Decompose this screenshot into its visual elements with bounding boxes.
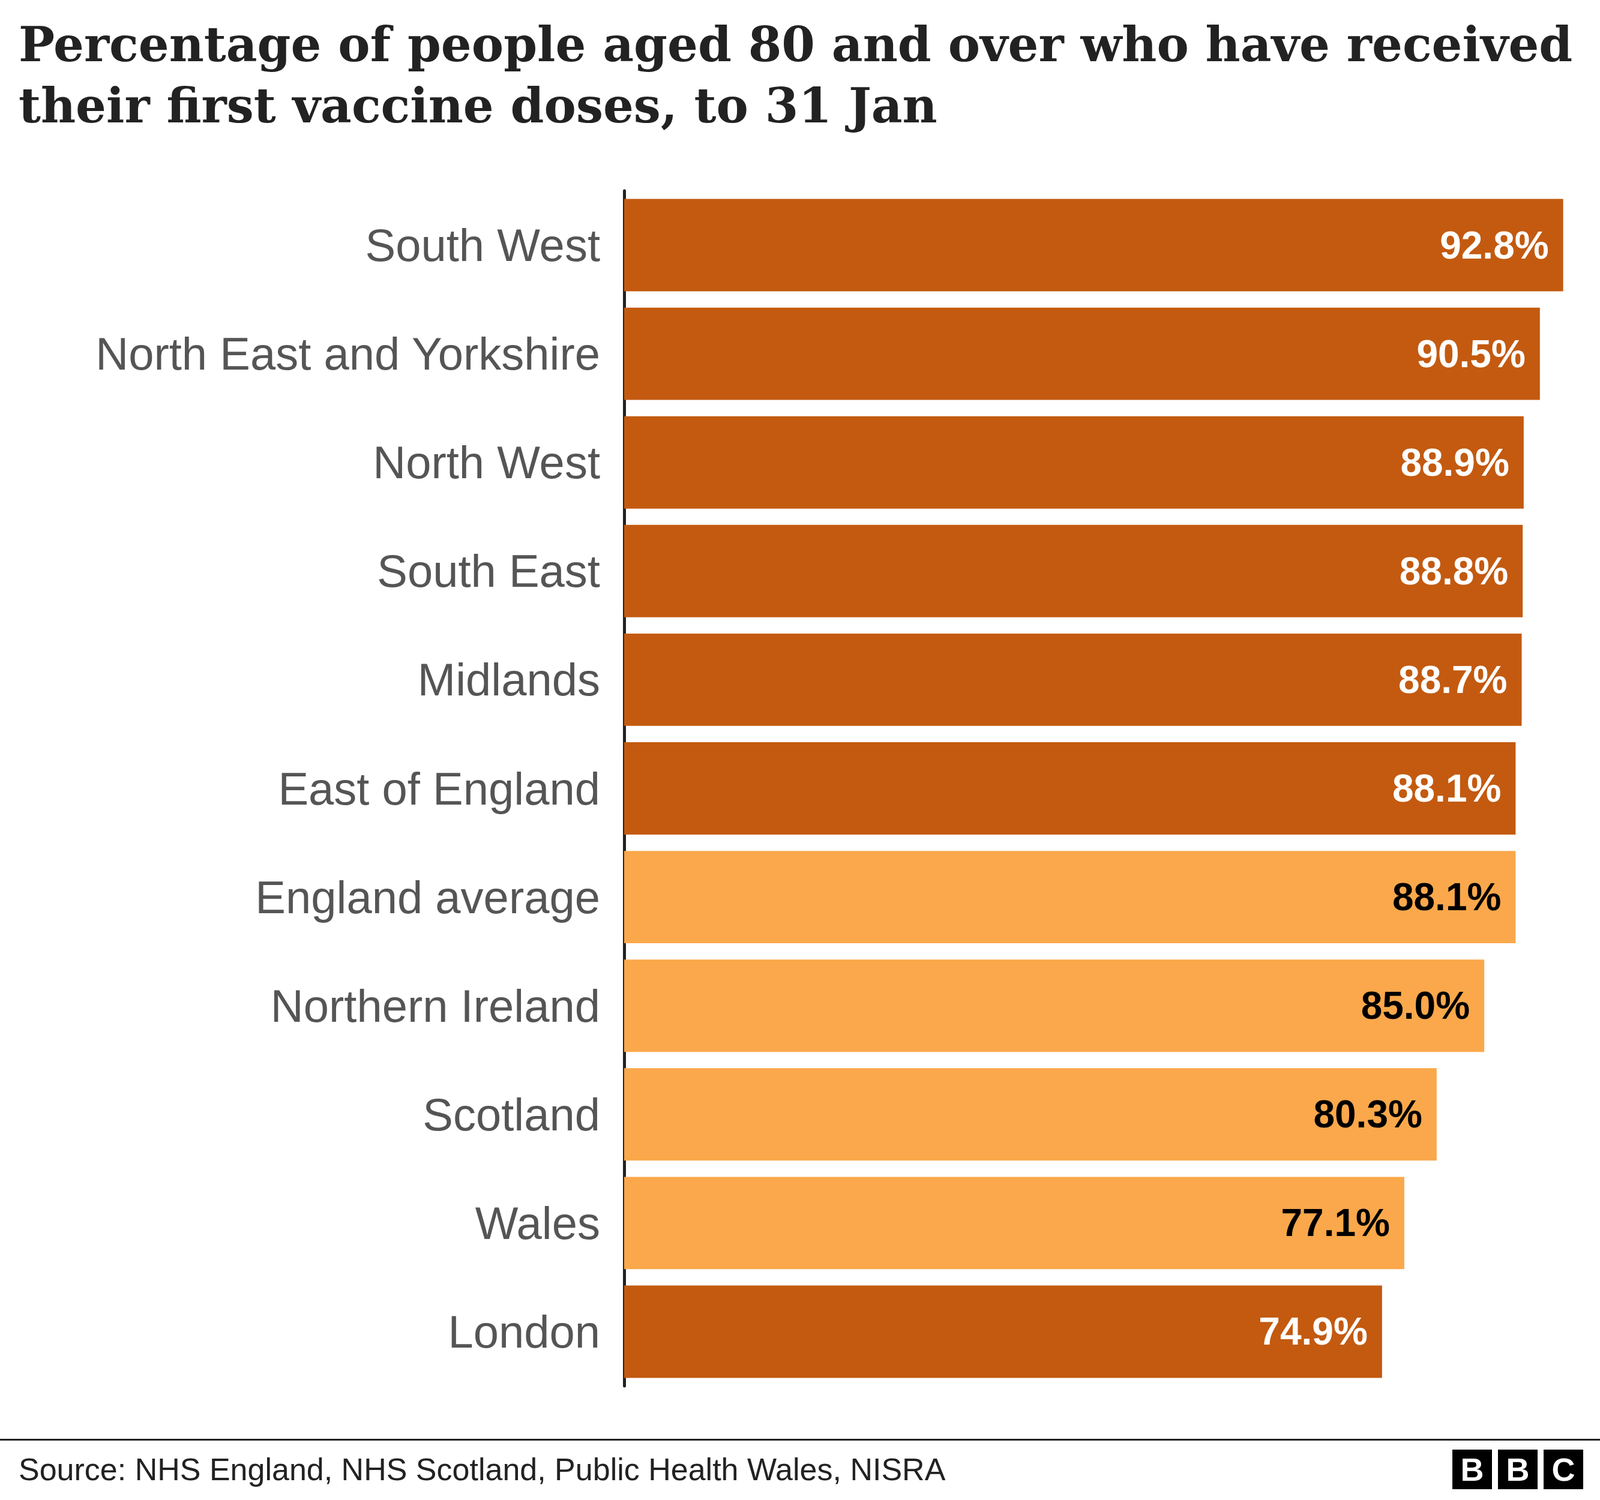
svg-text:88.9%: 88.9% [1400, 441, 1509, 485]
svg-text:88.1%: 88.1% [1392, 766, 1501, 811]
svg-text:88.8%: 88.8% [1399, 549, 1509, 593]
svg-text:London: London [447, 1306, 601, 1358]
svg-text:North West: North West [372, 436, 601, 488]
svg-text:C: C [1551, 1451, 1576, 1488]
svg-text:England average: England average [255, 872, 601, 924]
svg-text:88.1%: 88.1% [1392, 875, 1501, 919]
svg-text:Source: NHS England, NHS Scotl: Source: NHS England, NHS Scotland, Publi… [18, 1452, 946, 1488]
svg-text:their first vaccine doses, to: their first vaccine doses, to 31 Jan [18, 77, 938, 134]
svg-text:Midlands: Midlands [417, 654, 601, 706]
svg-text:North East and Yorkshire: North East and Yorkshire [95, 328, 601, 380]
svg-text:Scotland: Scotland [422, 1089, 601, 1141]
svg-text:South East: South East [376, 545, 601, 597]
svg-text:80.3%: 80.3% [1313, 1092, 1422, 1137]
svg-text:88.7%: 88.7% [1398, 658, 1507, 702]
svg-text:Northern Ireland: Northern Ireland [270, 980, 601, 1032]
svg-text:Percentage of people aged 80 a: Percentage of people aged 80 and over wh… [18, 16, 1590, 73]
svg-text:74.9%: 74.9% [1258, 1310, 1368, 1354]
svg-text:77.1%: 77.1% [1280, 1201, 1390, 1245]
svg-text:85.0%: 85.0% [1361, 984, 1470, 1028]
svg-text:East of England: East of England [277, 763, 601, 815]
svg-text:B: B [1506, 1451, 1530, 1488]
svg-text:B: B [1460, 1451, 1485, 1488]
svg-text:South West: South West [365, 219, 601, 271]
svg-text:90.5%: 90.5% [1416, 332, 1525, 376]
svg-text:Wales: Wales [475, 1197, 601, 1249]
svg-text:92.8%: 92.8% [1439, 223, 1549, 268]
